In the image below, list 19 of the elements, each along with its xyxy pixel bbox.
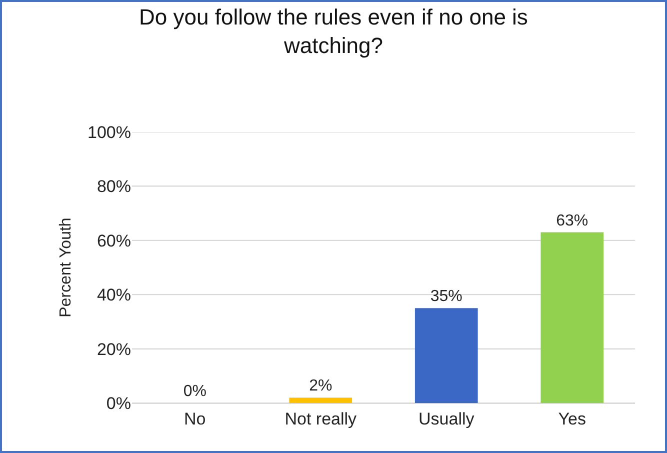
chart-title: Do you follow the rules even if no one is watching? (139, 4, 528, 58)
y-tick-label: 100% (88, 122, 131, 142)
x-tick-label: Not really (284, 409, 358, 428)
data-label: 0% (183, 383, 206, 400)
y-tick-label: 20% (96, 340, 131, 359)
x-tick-label: No (184, 409, 206, 428)
y-tick-label: 40% (96, 286, 131, 305)
x-tick-label: Yes (558, 409, 586, 428)
bar (414, 308, 478, 403)
data-label: 63% (556, 212, 588, 230)
y-tick-label: 60% (96, 231, 131, 250)
data-label: 2% (309, 378, 332, 395)
x-tick-label: Usually (418, 409, 475, 428)
y-tick-label: 0% (106, 394, 131, 413)
bar (289, 398, 352, 403)
y-axis-title: Percent Youth (57, 218, 74, 318)
y-tick-label: 80% (96, 177, 131, 196)
data-label: 35% (430, 288, 462, 306)
bar (540, 232, 604, 403)
